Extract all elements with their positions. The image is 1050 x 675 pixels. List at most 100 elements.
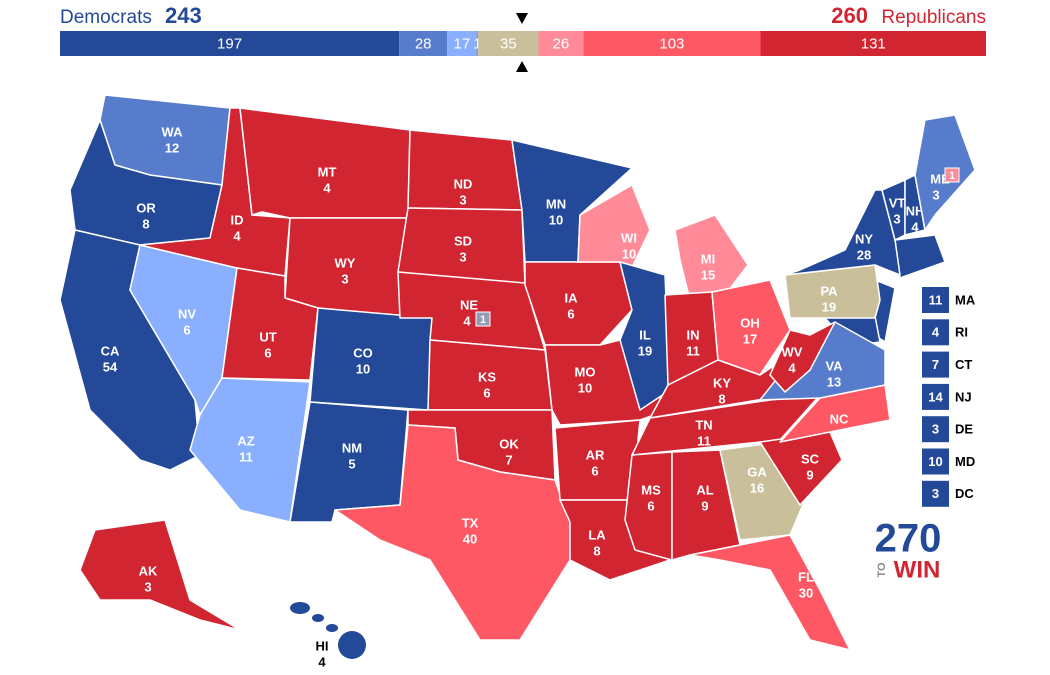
logo-win: WIN <box>894 556 941 583</box>
state-votes: 30 <box>799 585 813 600</box>
bar-segment <box>447 31 477 56</box>
state-abbr: ND <box>454 176 473 191</box>
state-shape <box>619 261 671 411</box>
dem-total: 243 <box>165 3 202 28</box>
state-shape <box>312 614 324 622</box>
state-votes: 54 <box>103 359 118 374</box>
state-votes: 10 <box>356 361 370 376</box>
state-abbr: IA <box>565 290 579 305</box>
state-abbr: OK <box>499 436 519 451</box>
bar-segment-label: 35 <box>500 35 517 52</box>
state-abbr: WV <box>782 344 803 359</box>
state-abbr: NY <box>855 231 873 246</box>
state-votes: 3 <box>893 211 900 226</box>
state-abbr: VT <box>889 195 906 210</box>
small-state-abbr: NJ <box>955 389 972 404</box>
small-state-box <box>922 416 949 443</box>
state-votes: 7 <box>505 452 512 467</box>
bar-segment-label: 197 <box>217 35 242 52</box>
bar-segment <box>583 31 761 56</box>
state-abbr: WA <box>162 124 184 139</box>
state-abbr: MS <box>641 482 661 497</box>
state-votes: 8 <box>593 543 600 558</box>
state-votes: 5 <box>348 456 355 471</box>
state-abbr: AZ <box>237 433 254 448</box>
small-state-box <box>922 480 949 507</box>
state-shape <box>769 321 836 393</box>
state-votes: 3 <box>459 192 466 207</box>
state-abbr: ID <box>231 212 244 227</box>
state-abbr: WI <box>621 230 637 245</box>
state-abbr: NV <box>178 306 196 321</box>
state-abbr: OR <box>136 200 156 215</box>
district-box <box>475 311 491 327</box>
state-votes: 6 <box>567 306 574 321</box>
state-votes: 19 <box>822 299 836 314</box>
midpoint-marker <box>516 61 528 72</box>
bar-segment <box>478 31 539 56</box>
small-state-votes: 3 <box>932 486 939 501</box>
small-state-abbr: MA <box>955 292 976 307</box>
state-votes: 3 <box>459 249 466 264</box>
state-shape <box>189 377 311 523</box>
state-shape <box>338 631 366 659</box>
state-abbr: UT <box>259 329 276 344</box>
state-abbr: FL <box>798 569 814 584</box>
state-votes: 6 <box>183 322 190 337</box>
bar-segment-label: 28 <box>415 35 432 52</box>
new-england-shape <box>894 234 946 279</box>
state-votes: 3 <box>932 187 939 202</box>
state-abbr: NC <box>830 411 849 426</box>
state-shape <box>290 602 310 614</box>
small-state-votes: 7 <box>932 357 939 372</box>
rep-total: 260 <box>831 3 868 28</box>
state-shape <box>689 534 851 651</box>
state-votes: 6 <box>591 463 598 478</box>
logo-number: 270 <box>875 517 942 561</box>
state-votes: 4 <box>788 360 796 375</box>
rating-bar: 197 28 17 1 35 26 103 131 <box>60 31 986 56</box>
small-state-votes: 11 <box>929 292 943 307</box>
state-abbr: AL <box>696 482 713 497</box>
state-votes: 17 <box>743 331 757 346</box>
state-abbr: HI <box>316 638 329 653</box>
dem-label: Democrats <box>60 7 152 28</box>
state-abbr: KY <box>713 375 731 390</box>
state-shape <box>334 424 571 641</box>
bar-segment-label: 103 <box>659 35 684 52</box>
state-shape <box>326 624 338 632</box>
bar-segment-label: 17 <box>454 35 471 52</box>
state-votes: 6 <box>647 498 654 513</box>
state-abbr: NM <box>342 440 362 455</box>
state-abbr: AR <box>586 447 605 462</box>
state-abbr: SC <box>801 451 820 466</box>
state-shape <box>624 451 673 561</box>
state-votes: 10 <box>622 246 636 261</box>
state-votes: 3 <box>341 271 348 286</box>
state-votes: 6 <box>483 385 490 400</box>
small-state-abbr: CT <box>955 357 972 372</box>
small-states: 11 MA 4 RI 7 CT 14 NJ 3 DE 10 MD 3 DC <box>922 287 976 507</box>
state-votes: 13 <box>827 374 841 389</box>
state-votes: 19 <box>638 343 652 358</box>
small-state-abbr: DE <box>955 422 973 437</box>
state-abbr: TX <box>462 515 479 530</box>
state-votes: 12 <box>165 140 179 155</box>
state-votes: 11 <box>686 343 700 358</box>
state-votes: 8 <box>142 216 149 231</box>
state-votes: 8 <box>718 391 725 406</box>
state-abbr: MT <box>318 164 337 179</box>
state-abbr: SD <box>454 233 472 248</box>
state-abbr: VA <box>825 358 843 373</box>
small-state-abbr: RI <box>955 325 968 340</box>
state-abbr: GA <box>747 464 767 479</box>
state-shape <box>79 519 241 631</box>
state-votes: 4 <box>233 228 241 243</box>
small-state-abbr: DC <box>955 486 974 501</box>
state-abbr: NE <box>460 297 478 312</box>
state-abbr: LA <box>588 527 606 542</box>
state-votes: 9 <box>806 467 813 482</box>
state-shape <box>779 384 891 443</box>
state-abbr: NH <box>906 203 925 218</box>
